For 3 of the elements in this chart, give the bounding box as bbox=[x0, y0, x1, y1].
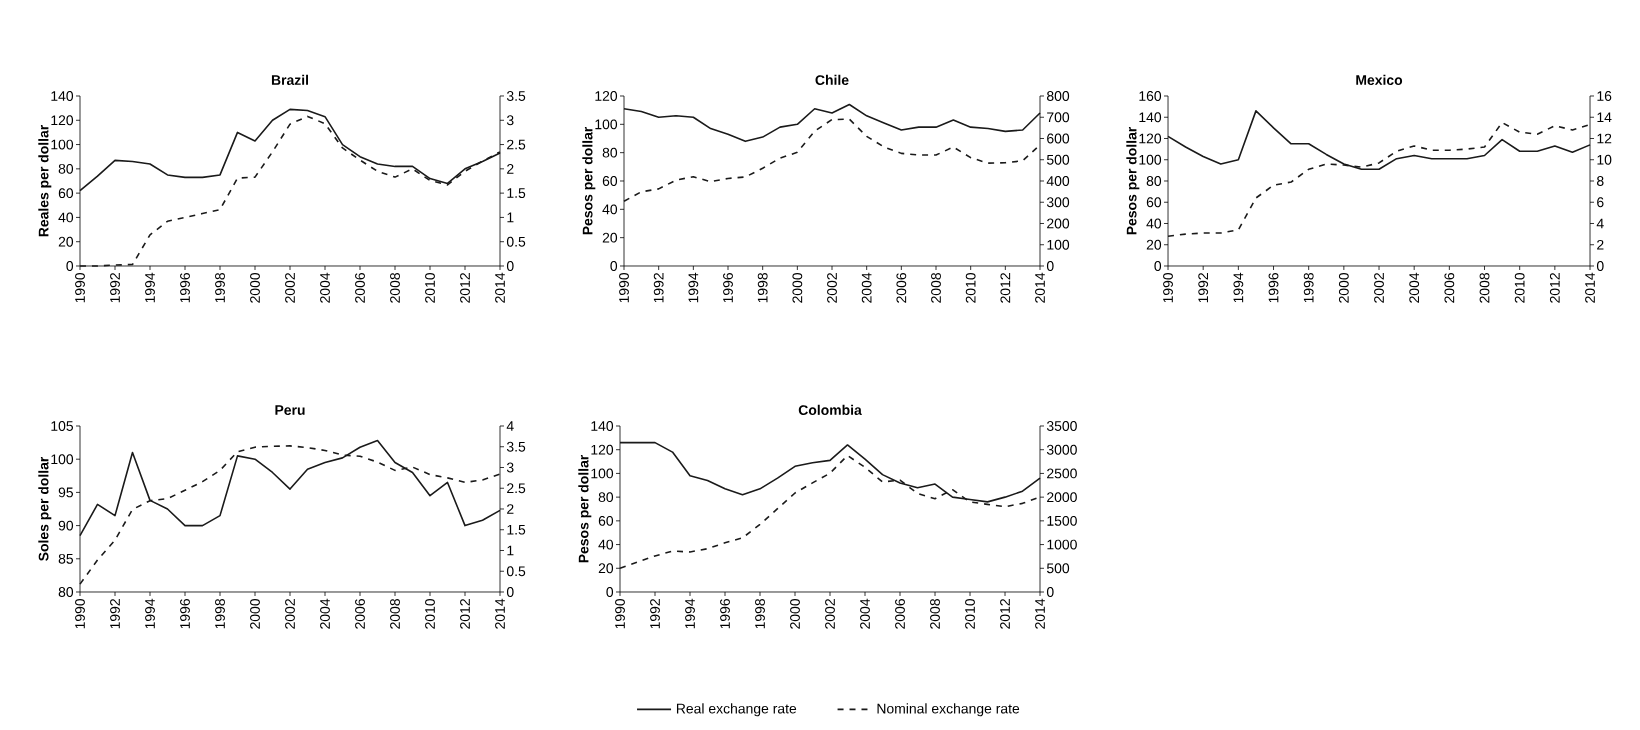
line-series bbox=[623, 118, 1041, 202]
line-series bbox=[623, 103, 1041, 143]
line-series bbox=[79, 445, 501, 585]
